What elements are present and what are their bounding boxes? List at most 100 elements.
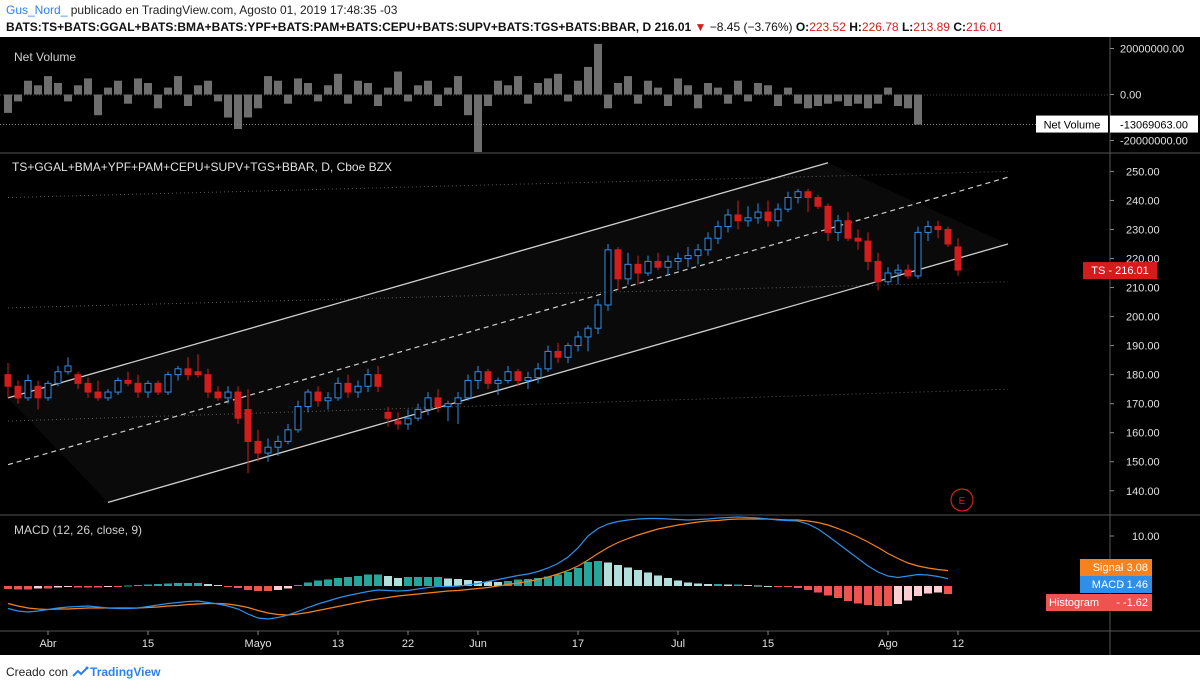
net-volume-bar: [714, 87, 722, 95]
net-volume-bar: [424, 80, 432, 95]
histogram-bar: [654, 575, 662, 586]
price-axis[interactable]: 20000000.00 0.00 -20000000.00 140.00 150.00 1…: [1110, 44, 1188, 544]
candle-body: [554, 350, 562, 358]
candle-body: [584, 327, 592, 338]
histogram-bar: [84, 586, 92, 588]
candle: [424, 392, 432, 416]
net-volume-bar: [854, 94, 862, 104]
histogram-bar: [394, 578, 402, 586]
net-volume-bar: [784, 87, 792, 95]
price-tick-label: 170.00: [1126, 399, 1160, 411]
macd-badge-value: - 1.46: [1120, 579, 1148, 591]
net-volume-bar: [54, 83, 62, 95]
time-tick-label: 15: [762, 638, 774, 650]
candle-body: [134, 382, 142, 393]
open-value: 223.52: [809, 20, 846, 34]
net-volume-bar: [324, 85, 332, 95]
time-tick-label: 12: [952, 638, 964, 650]
histogram-bar: [134, 585, 142, 586]
histogram-bar: [684, 582, 692, 586]
candle: [374, 365, 382, 393]
tradingview-logo-icon: [72, 666, 90, 678]
histogram-bar: [94, 586, 102, 588]
author-link[interactable]: Gus_Nord_: [6, 3, 68, 17]
candle-body: [424, 397, 432, 410]
macd-pane[interactable]: MACD (12, 26, close, 9): [4, 516, 952, 620]
net-volume-bar: [304, 83, 312, 95]
chart-canvas[interactable]: Net Volume TS+GGAL+BMA+YPF+PAM+CEPU+SUPV…: [0, 37, 1200, 655]
net-volume-bar: [344, 94, 352, 104]
histogram-bar: [484, 581, 492, 586]
candle: [294, 400, 302, 433]
net-volume-bar: [504, 85, 512, 95]
candle-body: [684, 255, 692, 260]
candle: [564, 342, 572, 364]
net-volume-bar: [144, 83, 152, 95]
net-volume-bar: [414, 85, 422, 95]
net-volume-bar: [614, 83, 622, 95]
last-price: 216.01: [654, 20, 692, 34]
histogram-bar: [464, 580, 472, 586]
candle-body: [64, 365, 72, 373]
candle-body: [574, 336, 582, 347]
net-volume-bar: [374, 94, 382, 106]
candle-body: [324, 397, 332, 402]
candle-body: [384, 411, 392, 419]
candle: [334, 377, 342, 401]
net-volume-bar: [704, 83, 712, 95]
net-volume-bar: [34, 85, 42, 95]
net-volume-bar: [184, 94, 192, 106]
histogram-bar: [454, 579, 462, 586]
histogram-bar: [824, 586, 832, 596]
price-tick-label: 140.00: [1126, 486, 1160, 498]
candle: [194, 354, 202, 378]
candle: [744, 206, 752, 227]
macd-badge-name: MACD: [1092, 579, 1124, 591]
candle: [244, 389, 252, 474]
candle-body: [44, 382, 52, 399]
high-label: H:: [849, 20, 862, 34]
time-tick-label: 17: [572, 638, 584, 650]
candle: [574, 331, 582, 352]
net-volume-bar: [284, 94, 292, 104]
price-pane[interactable]: TS+GGAL+BMA+YPF+PAM+CEPU+SUPV+TGS+BBAR, …: [4, 160, 1009, 512]
time-axis[interactable]: Abr 15 Mayo 13 22 Jun 17 Jul 15 Ago 12: [39, 631, 964, 650]
candle-body: [194, 371, 202, 376]
candle: [154, 380, 162, 395]
candle: [904, 264, 912, 279]
net-volume-bar: [754, 83, 762, 95]
net-volume-bar: [904, 94, 912, 109]
candle-body: [604, 249, 612, 306]
histogram-bar: [734, 584, 742, 586]
histogram-badge-value: - -1.62: [1116, 597, 1148, 609]
candle-body: [454, 397, 462, 405]
published-text: publicado en TradingView.com, Agosto 01,…: [70, 3, 398, 17]
candle: [934, 220, 942, 239]
histogram-bar: [594, 561, 602, 586]
earnings-event-label: E: [959, 496, 966, 507]
candle: [464, 374, 472, 401]
net-volume-bar: [104, 87, 112, 95]
net-volume-bar: [544, 78, 552, 95]
net-volume-bar: [634, 94, 642, 104]
down-arrow-icon: ▼: [694, 20, 707, 34]
candle: [944, 226, 952, 247]
macd-badge-bg: [1080, 576, 1152, 593]
tradingview-brand-link[interactable]: TradingView: [90, 665, 161, 679]
candle-body: [224, 391, 232, 399]
candle-body: [304, 391, 312, 408]
candle: [914, 226, 922, 279]
histogram-bar: [834, 586, 842, 598]
signal-badge-name: Signal: [1093, 562, 1124, 574]
dotted-level-0: [7, 281, 1009, 309]
candle: [204, 368, 212, 398]
macd-line: [7, 516, 949, 620]
price-tick-label: 150.00: [1126, 457, 1160, 469]
net-volume-pane[interactable]: Net Volume: [0, 43, 1110, 152]
earnings-event-icon[interactable]: [950, 488, 974, 512]
candle: [714, 220, 722, 244]
candle-body: [894, 269, 902, 274]
histogram-bar: [154, 584, 162, 586]
candle: [24, 374, 32, 401]
candle: [524, 371, 532, 390]
